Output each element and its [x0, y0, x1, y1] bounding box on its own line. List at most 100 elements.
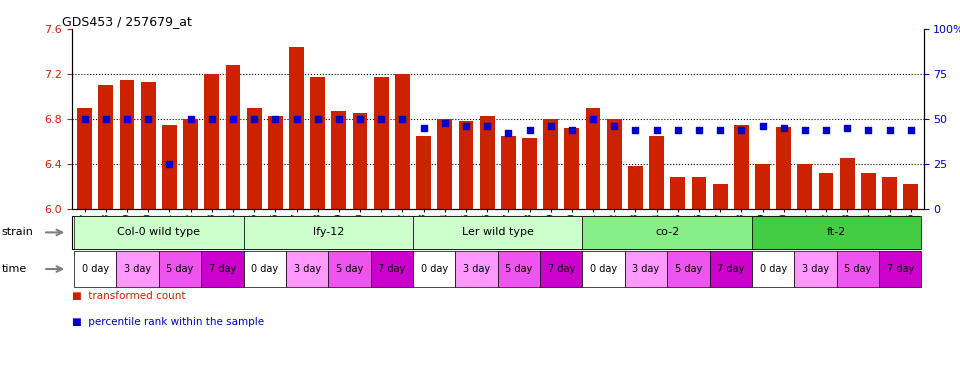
Bar: [141, 82, 156, 209]
Point: [607, 123, 622, 129]
Bar: [522, 138, 537, 209]
Text: 5 day: 5 day: [505, 264, 533, 274]
Bar: [328, 251, 371, 287]
Point: [98, 116, 113, 122]
Text: 7 day: 7 day: [548, 264, 575, 274]
Point: [416, 125, 431, 131]
Point: [119, 116, 134, 122]
Bar: [74, 251, 116, 287]
Bar: [837, 251, 879, 287]
Bar: [798, 164, 812, 209]
Point: [861, 127, 876, 132]
Point: [649, 127, 664, 132]
Point: [437, 120, 452, 126]
Point: [543, 123, 559, 129]
Bar: [395, 74, 410, 209]
Bar: [78, 108, 92, 209]
Text: GDS453 / 257679_at: GDS453 / 257679_at: [62, 15, 192, 28]
Bar: [583, 251, 625, 287]
Bar: [371, 251, 413, 287]
Bar: [501, 136, 516, 209]
Bar: [628, 166, 643, 209]
Bar: [268, 116, 283, 209]
Bar: [413, 216, 583, 249]
Bar: [459, 121, 473, 209]
Text: 3 day: 3 day: [633, 264, 660, 274]
Bar: [543, 119, 558, 209]
Bar: [204, 74, 219, 209]
Bar: [497, 251, 540, 287]
Text: 7 day: 7 day: [717, 264, 744, 274]
Point: [331, 116, 347, 122]
Bar: [373, 78, 389, 209]
Text: co-2: co-2: [655, 227, 680, 238]
Point: [247, 116, 262, 122]
Text: 3 day: 3 day: [294, 264, 321, 274]
Point: [140, 116, 156, 122]
Text: 0 day: 0 day: [252, 264, 278, 274]
Point: [501, 130, 516, 136]
Point: [183, 116, 199, 122]
Text: 0 day: 0 day: [82, 264, 108, 274]
Point: [586, 116, 601, 122]
Text: 7 day: 7 day: [887, 264, 914, 274]
Bar: [116, 251, 158, 287]
Bar: [670, 177, 685, 209]
Bar: [903, 184, 918, 209]
Text: 3 day: 3 day: [802, 264, 829, 274]
Point: [458, 123, 473, 129]
Bar: [331, 111, 347, 209]
Point: [289, 116, 304, 122]
Bar: [417, 136, 431, 209]
Text: 7 day: 7 day: [208, 264, 236, 274]
Bar: [734, 124, 749, 209]
Text: 0 day: 0 day: [590, 264, 617, 274]
Bar: [691, 177, 707, 209]
Text: ■  percentile rank within the sample: ■ percentile rank within the sample: [72, 317, 264, 326]
Bar: [794, 251, 837, 287]
Point: [77, 116, 92, 122]
Point: [373, 116, 389, 122]
Bar: [777, 127, 791, 209]
Bar: [840, 158, 854, 209]
Bar: [564, 128, 579, 209]
Bar: [202, 251, 244, 287]
Point: [268, 116, 283, 122]
Point: [882, 127, 898, 132]
Point: [691, 127, 707, 132]
Point: [733, 127, 749, 132]
Bar: [455, 251, 497, 287]
Bar: [413, 251, 455, 287]
Point: [776, 125, 791, 131]
Bar: [752, 251, 794, 287]
Text: 0 day: 0 day: [759, 264, 786, 274]
Bar: [74, 216, 244, 249]
Point: [797, 127, 812, 132]
Point: [670, 127, 685, 132]
Bar: [667, 251, 709, 287]
Text: 0 day: 0 day: [420, 264, 447, 274]
Bar: [120, 80, 134, 209]
Bar: [879, 251, 922, 287]
Bar: [244, 216, 413, 249]
Text: strain: strain: [2, 227, 34, 238]
Bar: [625, 251, 667, 287]
Bar: [289, 47, 304, 209]
Bar: [158, 251, 202, 287]
Bar: [99, 85, 113, 209]
Bar: [819, 173, 833, 209]
Point: [840, 125, 855, 131]
Bar: [244, 251, 286, 287]
Text: 3 day: 3 day: [463, 264, 491, 274]
Bar: [162, 124, 177, 209]
Point: [628, 127, 643, 132]
Text: 5 day: 5 day: [166, 264, 194, 274]
Point: [819, 127, 834, 132]
Text: 7 day: 7 day: [378, 264, 405, 274]
Bar: [709, 251, 752, 287]
Bar: [649, 136, 664, 209]
Bar: [310, 78, 325, 209]
Bar: [247, 108, 261, 209]
Bar: [583, 216, 752, 249]
Bar: [540, 251, 583, 287]
